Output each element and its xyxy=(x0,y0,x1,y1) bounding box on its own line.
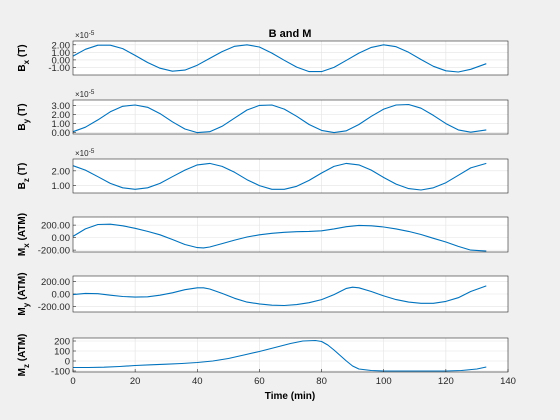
y-tick-label: 0.00 xyxy=(52,128,71,139)
y-tick-label: 0.00 xyxy=(52,290,71,301)
axes-background xyxy=(73,217,508,252)
series-line xyxy=(72,162,487,191)
y-tick-label: 2.00 xyxy=(52,166,71,177)
y-tick-label: 2.00 xyxy=(52,40,71,51)
y-tick-label: 200.00 xyxy=(41,221,70,232)
y-axis-label: Mx (ATM) xyxy=(17,213,31,256)
x-tick-label: 60 xyxy=(254,376,265,387)
x-tick-label: 140 xyxy=(500,376,516,387)
y-axis-label: By (T) xyxy=(17,103,31,130)
axes-box xyxy=(72,337,509,373)
exponent-base: ×10 xyxy=(75,90,89,99)
series-line xyxy=(73,339,487,372)
axes-box xyxy=(72,275,509,313)
y-tick-label: -200.00 xyxy=(38,302,70,313)
subplot-4: 200.000.00 -200.00 Mx (ATM) xyxy=(17,213,509,257)
y-tick-label: 0 xyxy=(65,357,70,368)
y-axis-label: Bx (T) xyxy=(17,44,31,71)
exponent-power: -5 xyxy=(89,89,95,96)
x-tick-label: 100 xyxy=(376,376,392,387)
exponent-base: ×10 xyxy=(75,149,89,158)
subplot-stack: 2.001.000.00-1.00×10-5Bx (T)3.002.001.00… xyxy=(17,30,516,387)
series-line xyxy=(72,103,487,134)
series-line xyxy=(72,223,487,252)
y-tick-label: 0.00 xyxy=(52,55,71,66)
series-line xyxy=(72,44,487,73)
axes-box xyxy=(72,216,509,253)
y-axis-label-symbol: M xyxy=(17,248,28,256)
x-tick-label: 20 xyxy=(130,376,141,387)
y-axis-label-unit: (ATM) xyxy=(17,272,28,302)
y-axis-label-subscript: x xyxy=(22,243,31,248)
axes-box xyxy=(72,158,509,194)
y-axis-label-unit: (T) xyxy=(17,103,28,119)
y-tick-label: 1.00 xyxy=(52,181,71,192)
exponent-power: -5 xyxy=(89,148,95,155)
y-axis-label-subscript: z xyxy=(22,364,31,368)
y-axis-label: Bz (T) xyxy=(17,163,31,190)
y-axis-label-symbol: B xyxy=(17,182,28,189)
axes-background xyxy=(73,41,508,75)
y-tick-label: 0.00 xyxy=(52,233,71,244)
exponent-label: ×10-5 xyxy=(75,89,95,99)
y-tick-label: 1.00 xyxy=(52,48,71,59)
y-tick-label: 200 xyxy=(54,337,70,348)
y-tick-label: -200.00 xyxy=(38,246,70,257)
subplot-1: 2.001.000.00-1.00 ×10-5 Bx (T) xyxy=(17,30,509,76)
y-axis-label-subscript: x xyxy=(22,59,31,64)
y-axis-label-unit: (ATM) xyxy=(17,334,28,364)
y-axis-label-unit: (ATM) xyxy=(17,213,28,243)
exponent-label: ×10-5 xyxy=(75,148,95,158)
series-line xyxy=(72,285,487,307)
y-axis-label-unit: (T) xyxy=(17,163,28,179)
y-tick-label: -100 xyxy=(51,367,70,378)
x-tick-label: 40 xyxy=(192,376,203,387)
y-axis-label: My (ATM) xyxy=(17,272,31,315)
y-axis-label-subscript: y xyxy=(22,302,31,307)
y-axis-label-symbol: M xyxy=(17,368,28,376)
exponent-label: ×10-5 xyxy=(75,30,95,40)
x-tick-label: 0 xyxy=(70,376,75,387)
exponent-base: ×10 xyxy=(75,31,89,40)
y-axis-label-subscript: y xyxy=(22,118,31,123)
y-tick-label: 200.00 xyxy=(41,277,70,288)
x-tick-label: 120 xyxy=(438,376,454,387)
y-axis-label-unit: (T) xyxy=(17,44,28,60)
y-tick-label: -1.00 xyxy=(48,63,70,74)
y-tick-label: 1.00 xyxy=(52,119,71,130)
chart-title: B and M xyxy=(269,28,312,40)
y-axis-label-symbol: B xyxy=(17,123,28,130)
y-tick-label: 2.00 xyxy=(52,110,71,121)
subplot-3: 2.00 1.00 ×10-5 Bz (T) xyxy=(17,148,509,194)
x-axis-label: Time (min) xyxy=(265,391,315,402)
y-tick-label: 3.00 xyxy=(52,101,71,112)
subplot-5: 200.00 0.00-200.00 My (ATM) xyxy=(17,272,509,316)
y-axis-label-symbol: M xyxy=(17,307,28,315)
y-axis-label-subscript: z xyxy=(22,178,31,182)
exponent-power: -5 xyxy=(89,30,95,37)
y-tick-label: 100 xyxy=(54,347,70,358)
y-axis-label-symbol: B xyxy=(17,64,28,71)
axes-box xyxy=(72,40,509,76)
y-axis-label: Mz (ATM) xyxy=(17,334,31,377)
subplot-2: 3.002.001.000.00 ×10-5 By (T) xyxy=(17,89,509,139)
axes-box xyxy=(72,99,509,135)
x-tick-label: 80 xyxy=(316,376,327,387)
